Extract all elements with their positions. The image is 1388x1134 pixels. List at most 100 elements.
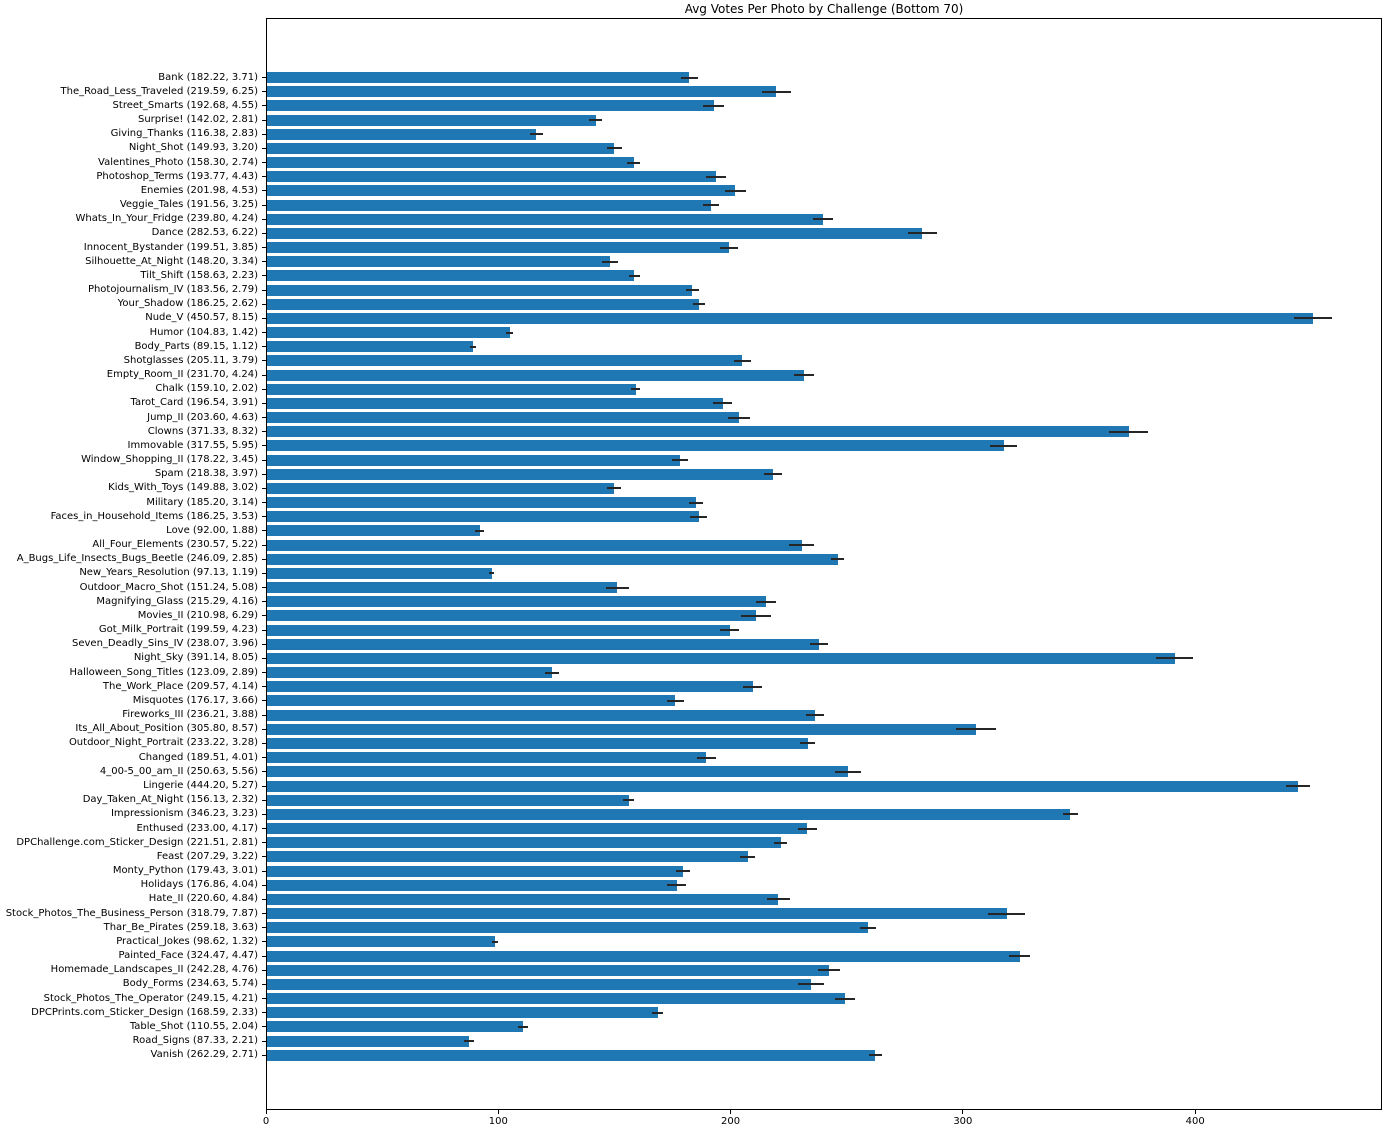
bar (267, 652, 1175, 664)
error-bar (671, 459, 688, 462)
error-bar (685, 289, 699, 292)
y-axis-label: Chalk (159.10, 2.02) (155, 383, 258, 395)
bar (267, 412, 739, 424)
error-bar (675, 870, 690, 873)
y-axis-label: Vanish (262.29, 2.71) (150, 1049, 258, 1061)
y-axis-label: Stock_Photos_The_Business_Person (318.79… (5, 907, 258, 919)
error-bar (720, 246, 739, 249)
y-axis-label: Changed (189.51, 4.01) (138, 751, 258, 763)
error-bar (680, 76, 698, 79)
bar (267, 171, 717, 183)
y-axis-label: Outdoor_Night_Portrait (233.22, 3.28) (68, 737, 258, 749)
y-tick (262, 842, 266, 844)
y-tick (262, 431, 266, 433)
bar (267, 964, 829, 976)
error-bar (724, 189, 746, 192)
bar (267, 567, 492, 579)
error-bar (809, 643, 829, 646)
y-tick (262, 204, 266, 206)
error-bar (463, 1040, 474, 1043)
bar (267, 681, 753, 693)
y-tick (262, 813, 266, 815)
y-axis-label: The_Work_Place (209.57, 4.14) (102, 680, 258, 692)
bar (267, 383, 636, 395)
x-tick (497, 1110, 499, 1114)
y-tick (262, 983, 266, 985)
y-tick (262, 1026, 266, 1028)
y-axis-label: Veggie_Tales (191.56, 3.25) (119, 199, 258, 211)
y-axis-label: Jump_II (203.60, 4.63) (147, 411, 258, 423)
y-tick (262, 459, 266, 461)
error-bar (630, 388, 641, 391)
bar (267, 723, 977, 735)
y-axis-label: Homemade_Landscapes_II (242.28, 4.76) (50, 964, 258, 976)
error-bar (859, 926, 877, 929)
y-axis-label: Bank (182.22, 3.71) (158, 71, 258, 83)
y-axis-label: Spam (218.38, 3.97) (154, 468, 258, 480)
y-tick (262, 303, 266, 305)
error-bar (719, 629, 740, 632)
y-tick (262, 147, 266, 149)
error-bar (835, 770, 862, 773)
error-bar (767, 898, 790, 901)
error-bar (1293, 317, 1332, 320)
y-tick (262, 176, 266, 178)
error-bar (733, 359, 752, 362)
bar (267, 114, 596, 126)
y-tick (262, 289, 266, 291)
y-axis-label: Kids_With_Toys (149.88, 3.02) (108, 482, 258, 494)
bar (267, 497, 697, 509)
bar (267, 426, 1129, 438)
bar (267, 369, 805, 381)
bar (267, 553, 838, 565)
error-bar (1285, 785, 1311, 787)
y-tick (262, 913, 266, 915)
y-tick (262, 190, 266, 192)
error-bar (529, 133, 543, 136)
bar (267, 1035, 469, 1047)
bar (267, 950, 1020, 962)
y-tick (262, 941, 266, 943)
y-axis-label: Misquotes (176.17, 3.66) (132, 694, 258, 706)
bar (267, 1021, 523, 1033)
y-tick (262, 742, 266, 744)
bar (267, 298, 699, 310)
y-tick (262, 218, 266, 220)
x-tick (730, 1110, 732, 1114)
error-bar (756, 600, 776, 603)
y-tick (262, 346, 266, 348)
bar (267, 936, 496, 948)
y-axis-label: Impressionism (346.23, 3.23) (110, 808, 258, 820)
y-tick (262, 601, 266, 603)
bar (267, 794, 629, 806)
error-bar (713, 402, 732, 405)
y-axis-label: Love (92.00, 1.88) (166, 524, 258, 536)
y-tick (262, 261, 266, 263)
bar (267, 624, 730, 636)
y-axis-label: Day_Taken_At_Night (156.13, 2.32) (82, 794, 258, 806)
error-bar (813, 218, 833, 221)
y-tick (262, 473, 266, 475)
y-tick (262, 445, 266, 447)
y-tick (262, 402, 266, 404)
bar (267, 993, 845, 1005)
bar (267, 199, 711, 211)
y-axis-label: New_Years_Resolution (97.13, 1.19) (79, 567, 258, 579)
bar (267, 539, 802, 551)
y-axis-label: Outdoor_Macro_Shot (151.24, 5.08) (79, 581, 258, 593)
y-axis-label: Military (185.20, 3.14) (146, 496, 258, 508)
y-tick (262, 317, 266, 319)
bar (267, 766, 849, 778)
y-axis-label: The_Road_Less_Traveled (219.59, 6.25) (60, 85, 258, 97)
y-tick (262, 884, 266, 886)
y-tick (262, 615, 266, 617)
y-axis-label: Painted_Face (324.47, 4.47) (118, 950, 258, 962)
y-axis-label: Surprise! (142.02, 2.81) (138, 114, 258, 125)
error-bar (605, 586, 630, 589)
error-bar (831, 558, 845, 561)
error-bar (470, 345, 476, 348)
y-axis-label: Body_Forms (234.63, 5.74) (122, 978, 258, 990)
y-tick (262, 247, 266, 249)
y-axis-label: Your_Shadow (186.25, 2.62) (117, 298, 258, 310)
error-bar (623, 799, 635, 802)
